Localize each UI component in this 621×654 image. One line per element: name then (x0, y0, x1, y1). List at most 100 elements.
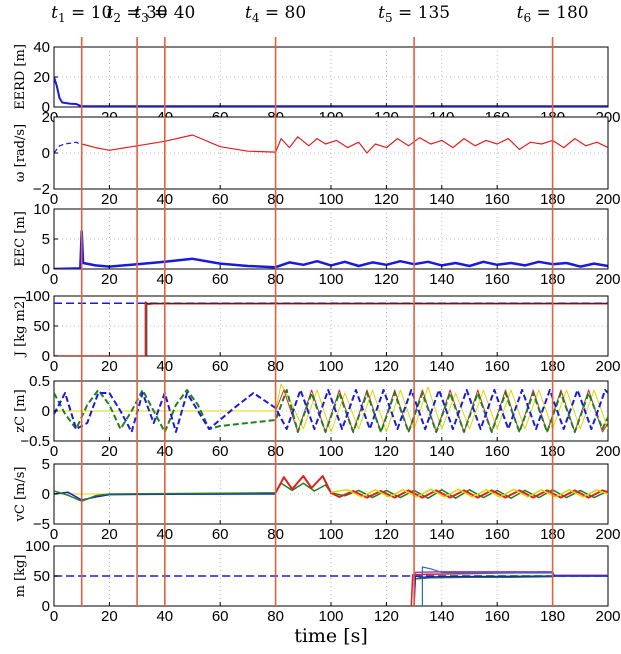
chart-panels: 02040020406080100120140160180200EERD [m]… (13, 39, 621, 625)
y-tick-label: 100 (25, 288, 50, 305)
x-tick-label: 0 (50, 443, 58, 460)
y-tick-label: 5 (42, 456, 50, 473)
y-tick-label: 0 (42, 145, 50, 162)
x-tick-label: 60 (212, 358, 229, 375)
x-tick-label: 40 (156, 608, 173, 625)
x-tick-label: 200 (595, 271, 620, 288)
x-tick-label: 160 (485, 443, 510, 460)
x-tick-label: 100 (318, 608, 343, 625)
x-tick-label: 180 (540, 608, 565, 625)
x-tick-label: 200 (595, 358, 620, 375)
x-tick-label: 120 (374, 443, 399, 460)
series-line-3 (146, 302, 608, 356)
x-tick-label: 120 (374, 191, 399, 208)
x-tick-label: 20 (101, 358, 118, 375)
x-tick-label: 120 (374, 271, 399, 288)
x-tick-label: 160 (485, 608, 510, 625)
y-axis-label: m [kg] (13, 555, 28, 598)
y-tick-label: −2 (33, 181, 50, 198)
x-tick-label: 160 (485, 358, 510, 375)
x-tick-label: 20 (101, 608, 118, 625)
x-tick-label: 0 (50, 526, 58, 543)
series-group (54, 134, 608, 154)
x-axis-label: time [s] (294, 625, 368, 647)
y-tick-label: 0 (42, 348, 50, 365)
series-line-1 (54, 76, 608, 107)
y-tick-label: 0 (42, 486, 50, 503)
series-line-1 (54, 229, 608, 269)
x-tick-label: 140 (429, 358, 454, 375)
y-tick-label: −5 (33, 516, 50, 533)
x-tick-label: 60 (212, 271, 229, 288)
y-tick-label: 5 (42, 231, 50, 248)
x-tick-label: 0 (50, 608, 58, 625)
y-axis-label: ω [rad/s] (13, 124, 28, 182)
y-tick-label: 0.5 (29, 373, 50, 390)
panel-mass: 0 50 100 0 20 40 60 80 100 120 140 160 180 200 m [kg] (13, 538, 621, 625)
x-tick-label: 160 (485, 271, 510, 288)
x-tick-label: 20 (101, 443, 118, 460)
y-tick-label: 50 (33, 568, 50, 585)
x-tick-label: 120 (374, 608, 399, 625)
x-tick-label: 20 (101, 526, 118, 543)
series-line-6 (413, 575, 608, 606)
y-axis-label: EEC [m] (13, 211, 28, 267)
x-tick-label: 100 (318, 271, 343, 288)
event-label: t3 = 40 (134, 3, 195, 25)
y-tick-label: −0.5 (20, 433, 50, 450)
x-tick-label: 100 (318, 358, 343, 375)
series-line-4 (54, 389, 608, 433)
x-tick-label: 60 (212, 608, 229, 625)
y-axis-label: vC [m/s] (13, 467, 28, 523)
x-tick-label: 140 (429, 526, 454, 543)
series-group (54, 566, 608, 606)
x-tick-label: 120 (374, 358, 399, 375)
x-tick-label: 120 (374, 526, 399, 543)
x-tick-label: 80 (267, 608, 284, 625)
series-line-4 (274, 475, 608, 499)
event-label: t4 = 80 (245, 3, 306, 25)
x-tick-label: 140 (429, 608, 454, 625)
y-tick-label: 0 (42, 598, 50, 615)
x-tick-label: 100 (318, 443, 343, 460)
y-tick-label: 20 (33, 69, 50, 86)
x-tick-label: 140 (429, 443, 454, 460)
x-tick-label: 160 (485, 191, 510, 208)
y-tick-label: 10 (33, 201, 50, 218)
x-tick-label: 200 (595, 191, 620, 208)
y-tick-label: 100 (25, 538, 50, 555)
series-line-3 (54, 389, 608, 433)
series-group (54, 301, 608, 356)
y-tick-label: 40 (33, 39, 50, 56)
y-tick-label: 2 (42, 109, 50, 126)
event-label: t1 = 10 (51, 3, 112, 25)
x-tick-label: 60 (212, 191, 229, 208)
x-tick-label: 0 (50, 358, 58, 375)
series-group (54, 229, 608, 269)
y-tick-label: 0 (42, 403, 50, 420)
x-tick-label: 100 (318, 191, 343, 208)
panel-eerd: 02040020406080100120140160180200EERD [m] (13, 39, 621, 126)
x-tick-label: 160 (485, 526, 510, 543)
series-line-2 (81, 134, 608, 154)
event-label: t6 = 180 (517, 3, 589, 25)
x-tick-label: 140 (429, 271, 454, 288)
x-tick-label: 200 (595, 526, 620, 543)
x-tick-label: 60 (212, 526, 229, 543)
y-tick-label: 50 (33, 318, 50, 335)
y-axis-label: zC [m] (13, 389, 28, 432)
y-tick-label: 0 (42, 99, 50, 116)
x-tick-label: 140 (429, 191, 454, 208)
series-line-5 (330, 488, 608, 498)
series-line-1 (54, 141, 82, 154)
series-line-1 (54, 383, 608, 433)
x-tick-label: 200 (595, 443, 620, 460)
x-tick-label: 0 (50, 271, 58, 288)
x-tick-label: 0 (50, 191, 58, 208)
